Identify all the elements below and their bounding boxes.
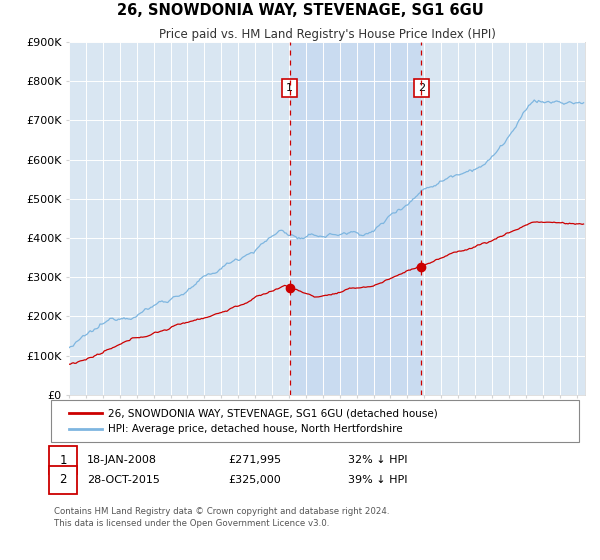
Bar [290,42,421,395]
Text: 39% ↓ HPI: 39% ↓ HPI [348,475,407,485]
Text: £271,995: £271,995 [228,455,281,465]
Text: 2: 2 [418,83,425,93]
Text: 26, SNOWDONIA WAY, STEVENAGE, SG1 6GU: 26, SNOWDONIA WAY, STEVENAGE, SG1 6GU [116,3,484,18]
Text: 1: 1 [59,454,67,467]
Text: 18-JAN-2008: 18-JAN-2008 [87,455,157,465]
Text: HPI: Average price, detached house, North Hertfordshire: HPI: Average price, detached house, Nort… [108,424,403,435]
Text: Contains HM Land Registry data © Crown copyright and database right 2024.
This d: Contains HM Land Registry data © Crown c… [54,507,389,528]
Text: 26, SNOWDONIA WAY, STEVENAGE, SG1 6GU (detached house): 26, SNOWDONIA WAY, STEVENAGE, SG1 6GU (d… [108,408,438,418]
Title: Price paid vs. HM Land Registry's House Price Index (HPI): Price paid vs. HM Land Registry's House … [158,28,496,41]
Text: 2: 2 [59,473,67,487]
Text: £325,000: £325,000 [228,475,281,485]
Text: 32% ↓ HPI: 32% ↓ HPI [348,455,407,465]
Text: 1: 1 [286,83,293,93]
Text: 28-OCT-2015: 28-OCT-2015 [87,475,160,485]
